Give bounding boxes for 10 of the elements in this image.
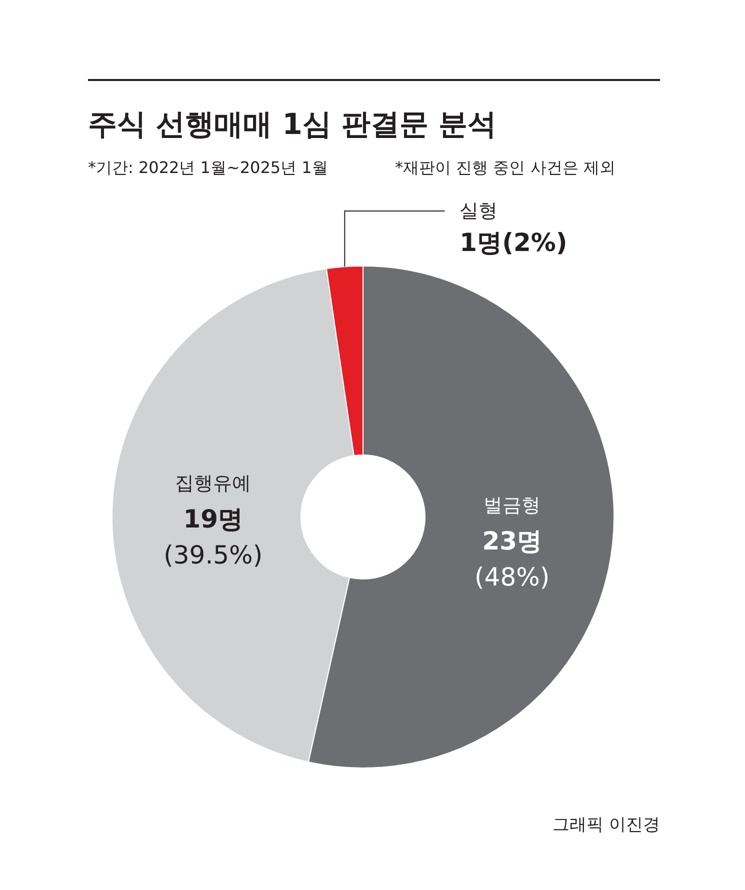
text: *재판이 진행 중인 사건은 제외 [395, 158, 616, 177]
chart-title: 주식 선행매매 1심 판결문 분석 [88, 107, 497, 141]
text: *기간: 2022년 1월~2025년 1월 [88, 158, 328, 177]
data-label: 1명(2%) [460, 228, 568, 257]
text: 그래픽 이진경 [552, 815, 660, 835]
slice-label: 실형 [460, 200, 498, 222]
data-label: 19명 (39.5%) [164, 504, 263, 570]
slice-label: 집행유예 [175, 472, 252, 495]
slice-label: 벌금형 [484, 494, 541, 516]
data-label: 23명 (48%) [474, 526, 550, 592]
